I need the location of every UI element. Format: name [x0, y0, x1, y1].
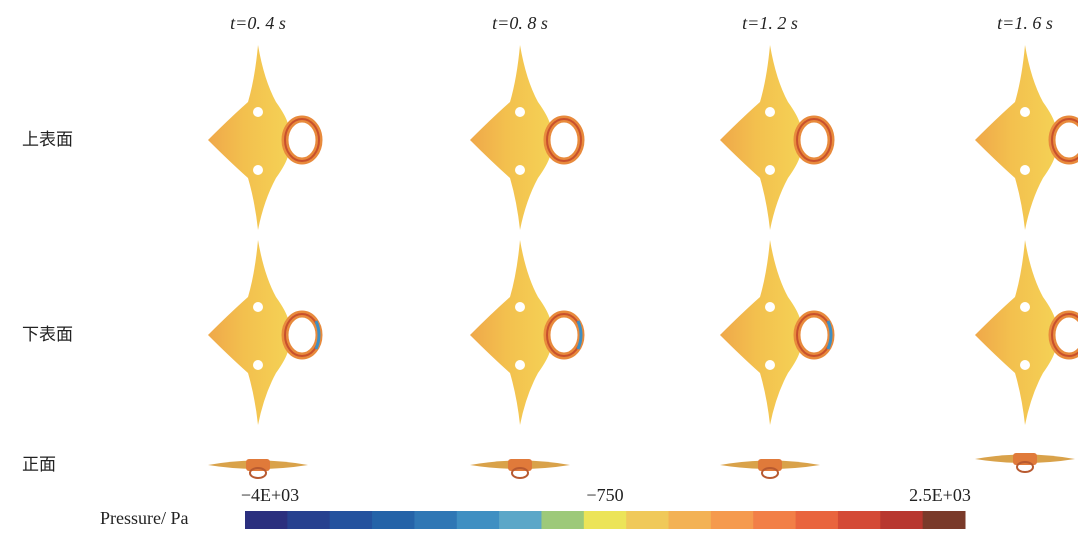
colorbar-tick-label: −750 — [586, 485, 623, 505]
column-label: t=0. 4 s — [230, 13, 286, 33]
colorbar-segment — [584, 511, 627, 529]
colorbar-segment — [372, 511, 415, 529]
colorbar-segment — [880, 511, 923, 529]
colorbar-segment — [330, 511, 373, 529]
figure: t=0. 4 s t=0. 8 s t=1. 2 s t=1. 6 s 上表面下表面正面… — [0, 0, 1078, 553]
colorbar-tick-label: −4E+03 — [241, 485, 299, 505]
row-label: 下表面 — [22, 325, 73, 345]
bottom-view — [975, 240, 1078, 425]
colorbar-segment — [923, 511, 966, 529]
top-view — [208, 45, 319, 230]
colorbar-segment — [541, 511, 584, 529]
content: t=0. 4 s t=0. 8 s t=1. 2 s t=1. 6 s 上表面下表面正面… — [22, 13, 1078, 529]
colorbar-segment — [711, 511, 754, 529]
colorbar-segment — [245, 511, 288, 529]
top-view — [720, 45, 831, 230]
front-view — [470, 459, 570, 478]
bottom-view — [720, 240, 831, 425]
bottom-view — [208, 240, 319, 425]
colorbar-segment — [753, 511, 796, 529]
column-label: t=1. 6 s — [997, 13, 1053, 33]
colorbar-label: Pressure/ Pa — [100, 508, 189, 528]
top-view — [470, 45, 581, 230]
colorbar-segment — [414, 511, 457, 529]
column-label: t=0. 8 s — [492, 13, 548, 33]
row-label: 上表面 — [22, 130, 73, 150]
colorbar-segment — [838, 511, 881, 529]
colorbar-segment — [499, 511, 542, 529]
colorbar-tick-label: 2.5E+03 — [909, 485, 971, 505]
colorbar-segment — [287, 511, 330, 529]
bottom-view — [470, 240, 581, 425]
colorbar-segment — [626, 511, 669, 529]
colorbar-segment — [796, 511, 839, 529]
top-view — [975, 45, 1078, 230]
front-view — [975, 453, 1075, 472]
colorbar-segment — [669, 511, 712, 529]
column-label: t=1. 2 s — [742, 13, 798, 33]
row-label: 正面 — [22, 455, 56, 475]
colorbar-segment — [457, 511, 500, 529]
front-view — [208, 459, 308, 478]
front-view — [720, 459, 820, 478]
